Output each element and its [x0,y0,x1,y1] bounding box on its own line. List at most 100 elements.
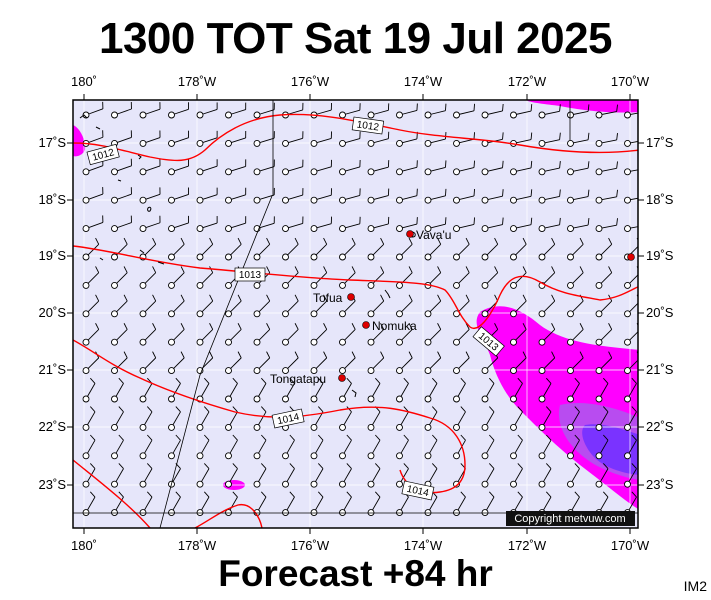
wind-barb [567,266,584,289]
wind-barb [595,237,613,261]
svg-text:21˚S: 21˚S [646,362,674,377]
wind-barb [453,188,476,204]
wind-barb [367,491,381,517]
wind-barb [168,102,190,119]
product-code: IM2 [683,578,707,594]
wind-barb [453,266,470,289]
wind-barb [538,132,561,147]
wind-barb [111,377,124,403]
map-frame [72,99,639,529]
wind-barb [282,434,295,460]
lat-labels-right: 17˚S 18˚S 19˚S 20˚S 21˚S 22˚S 23˚S [646,135,674,492]
wind-barb [396,323,413,346]
wind-barb [510,237,527,261]
wind-barb [424,294,442,318]
wind-barb [339,463,352,488]
wind-barb [168,294,185,318]
wind-barb [111,237,128,261]
wind-barb [424,237,442,261]
wind-barb [339,216,361,233]
wind-barb [282,159,304,176]
place-label: Nomuka [372,319,417,333]
svg-text:23˚S: 23˚S [39,477,67,492]
wind-barb [367,131,390,147]
map-background [73,100,638,528]
wind-barb [396,294,413,318]
wind-barb [538,351,556,375]
wind-barb [424,434,438,460]
wind-barb [196,434,210,460]
forecast-title: 1300 TOT Sat 19 Jul 2025 [98,14,613,63]
wind-barb [310,377,324,403]
wind-barb [196,406,210,431]
wind-barb [282,294,299,318]
wind-barb [424,351,442,375]
svg-text:19˚S: 19˚S [39,248,67,263]
wind-barb [367,294,385,318]
wind-barb [339,351,356,375]
wind-barb [624,225,638,233]
wind-barb [595,266,613,289]
copyright-badge: Copyright metvuw.com [506,511,635,526]
wind-barb [595,463,609,488]
wind-barb [538,161,561,176]
wind-barb [453,217,476,233]
wind-barb [139,187,161,204]
wind-barb [510,406,523,431]
wind-barb [453,434,466,460]
wind-barb [253,187,275,204]
isobar-line [73,339,466,528]
wind-barb [595,377,609,403]
wind-barb [168,237,185,261]
wind-barb [481,189,504,204]
wind-barb [595,351,613,375]
wind-barb [339,266,356,289]
wind-barb [168,159,190,176]
wind-barb [481,217,504,233]
wind-barb [82,294,100,318]
wind-barb [82,463,96,488]
wind-barb [510,377,523,403]
wind-barb [339,377,352,403]
wind-barb [538,189,561,204]
wind-barb [595,323,613,346]
svg-text:23˚S: 23˚S [646,477,674,492]
wind-barb [111,266,128,289]
wind-barb [168,130,190,147]
wind-barb [510,189,533,204]
wind-barb [225,216,247,233]
svg-text:Copyright metvuw.com: Copyright metvuw.com [514,513,625,525]
wind-barb [424,323,442,346]
wind-barb [253,377,267,403]
isobar-lines [73,113,638,528]
wind-barb [424,377,438,403]
wind-barb [510,463,523,488]
wind-barb [538,463,552,488]
wind-barb [253,131,275,147]
wind-barb [339,237,356,261]
wind-barb [567,189,590,204]
svg-text:1013: 1013 [239,270,262,281]
wind-barb [567,434,580,460]
wind-barb [282,216,304,233]
wind-barb [111,463,124,488]
wind-barb [510,294,527,318]
svg-text:170˚W: 170˚W [611,74,650,89]
wind-barb [196,237,214,261]
wind-barb [396,103,418,119]
wind-barb [310,463,324,488]
isobar-label: 1012 [86,143,120,166]
wind-barb [624,139,638,147]
wind-barb [339,434,352,460]
wind-barb [339,294,356,318]
wind-barb [339,131,361,147]
wind-barb [339,323,356,346]
svg-text:180˚: 180˚ [71,538,97,553]
wind-barb [196,102,218,119]
lat-labels-left: 17˚S 18˚S 19˚S 20˚S 21˚S 22˚S 23˚S [39,135,67,492]
wind-barb [168,323,185,346]
wind-barb [481,434,495,460]
wind-barb [481,266,499,289]
wind-barb [538,377,552,403]
